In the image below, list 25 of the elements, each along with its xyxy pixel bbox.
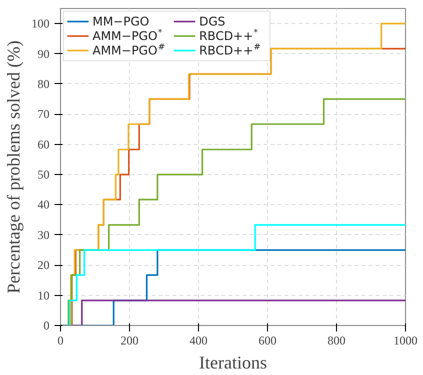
y-tick-label: 90 [38, 46, 50, 61]
y-tick-label: 40 [38, 198, 50, 212]
y-tick-label: 80 [38, 76, 50, 91]
x-tick-label: 0 [58, 334, 64, 348]
legend-label: RBCD++# [199, 42, 261, 58]
y-tick-label: 10 [38, 288, 50, 302]
y-tick-label: 30 [38, 228, 50, 242]
y-tick-label: 50 [38, 168, 50, 182]
y-axis-title: Percentage of problems solved (%) [4, 40, 24, 294]
legend-label: AMM−PGO* [92, 27, 162, 44]
legend-label: MM−PGO [92, 14, 150, 29]
x-tick-label: 400 [190, 334, 208, 348]
y-tick-label: 20 [38, 258, 50, 272]
x-tick-label: 800 [328, 334, 346, 348]
legend-label: DGS [199, 14, 226, 29]
x-tick-label: 1000 [394, 334, 418, 348]
y-tick-label: 100 [32, 16, 50, 31]
legend-label: AMM−PGO# [92, 42, 165, 58]
y-tick-label: 60 [38, 137, 50, 152]
x-tick-label: 600 [258, 334, 276, 348]
legend-label: RBCD++* [199, 27, 258, 44]
x-axis-title: Iterations [199, 352, 267, 372]
x-tick-label: 200 [120, 334, 138, 348]
y-tick-label: 70 [38, 107, 50, 122]
y-tick-label: 0 [44, 318, 50, 332]
